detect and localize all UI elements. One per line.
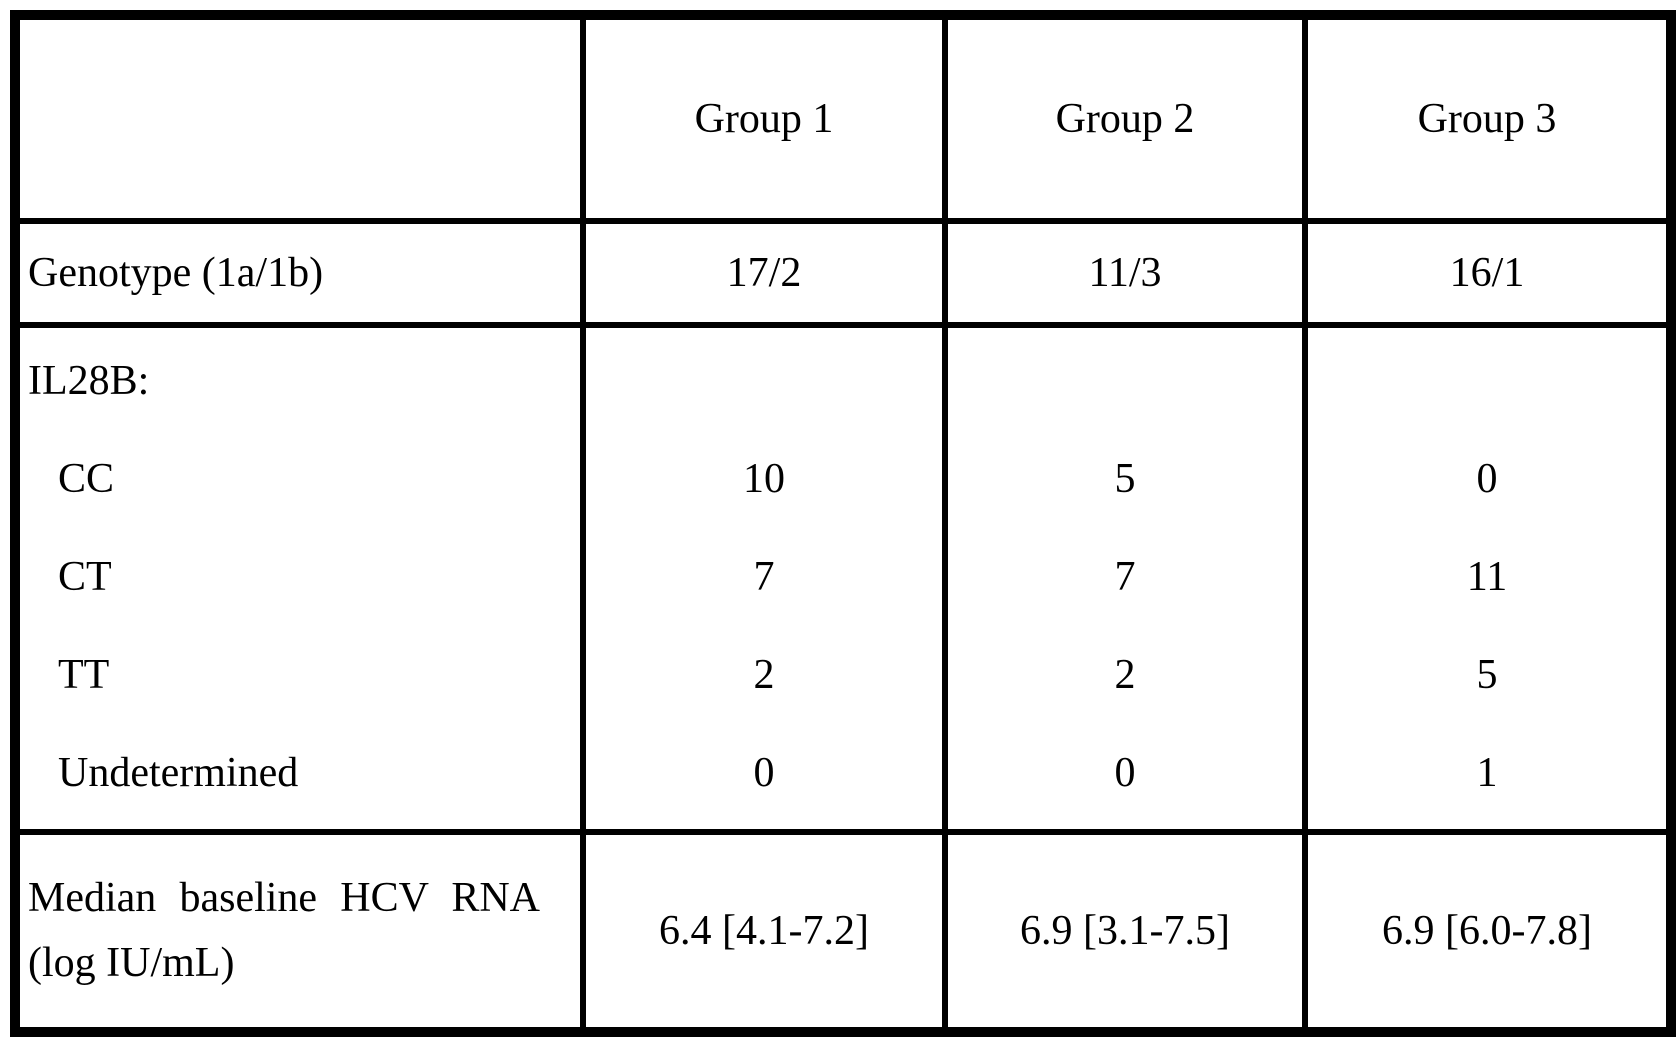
median-hcv-rna-value-group-1: 6.4 [4.1-7.2] — [580, 829, 948, 1035]
il28b-tt-label: TT — [58, 652, 110, 698]
il28b-tt-value-group-2: 2 — [1114, 652, 1136, 698]
il28b-tt-value-group-1: 2 — [753, 652, 775, 698]
il28b-ct-value-group-2: 7 — [1114, 554, 1136, 600]
il28b-cc-value-group-1: 10 — [743, 456, 785, 502]
il28b-undetermined-value-group-3: 1 — [1476, 750, 1498, 796]
il28b-spacer — [951, 332, 1299, 430]
genotype-value-group-1: 17/2 — [580, 218, 948, 328]
genotype-row: Genotype (1a/1b) 17/2 11/3 16/1 — [12, 218, 1674, 328]
column-header-group-2: Group 2 — [942, 12, 1308, 224]
il28b-values-group-1: 10 7 2 0 — [580, 322, 948, 835]
il28b-ct-value-group-3: 11 — [1466, 554, 1508, 600]
median-hcv-rna-value-group-2: 6.9 [3.1-7.5] — [942, 829, 1308, 1035]
il28b-values-group-2: 5 7 2 0 — [942, 322, 1308, 835]
header-row: Group 1 Group 2 Group 3 — [12, 12, 1674, 224]
corner-cell — [12, 12, 586, 224]
column-header-group-1: Group 1 — [580, 12, 948, 224]
il28b-values-group-3: 0 11 5 1 — [1302, 322, 1674, 835]
il28b-section-label: IL28B: — [28, 358, 150, 404]
il28b-undetermined-value-group-1: 0 — [753, 750, 775, 796]
il28b-cc-value-group-2: 5 — [1114, 456, 1136, 502]
median-hcv-rna-label: Median baseline HCV RNA (log IU/mL) — [28, 874, 540, 986]
genotype-value-group-3: 16/1 — [1302, 218, 1674, 328]
il28b-ct-value-group-1: 7 — [753, 554, 775, 600]
il28b-undetermined-value-group-2: 0 — [1114, 750, 1136, 796]
median-hcv-rna-label-cell: Median baseline HCV RNA (log IU/mL) — [12, 829, 586, 1035]
median-hcv-rna-value-group-3: 6.9 [6.0-7.8] — [1302, 829, 1674, 1035]
il28b-tt-value-group-3: 5 — [1476, 652, 1498, 698]
il28b-spacer — [589, 332, 939, 430]
genotype-row-label: Genotype (1a/1b) — [12, 218, 586, 328]
genotype-value-group-2: 11/3 — [942, 218, 1308, 328]
il28b-undetermined-label: Undetermined — [58, 750, 299, 796]
il28b-section-row: IL28B: CC CT TT Undetermined 10 7 2 0 5 … — [12, 322, 1674, 835]
il28b-cc-value-group-3: 0 — [1476, 456, 1498, 502]
il28b-labels-cell: IL28B: CC CT TT Undetermined — [12, 322, 586, 835]
il28b-spacer — [1311, 332, 1665, 430]
il28b-ct-label: CT — [58, 554, 112, 600]
il28b-cc-label: CC — [58, 456, 115, 502]
column-header-group-3: Group 3 — [1302, 12, 1674, 224]
median-hcv-rna-row: Median baseline HCV RNA (log IU/mL) 6.4 … — [12, 829, 1674, 1035]
study-groups-table: Group 1 Group 2 Group 3 Genotype (1a/1b)… — [10, 10, 1676, 1037]
